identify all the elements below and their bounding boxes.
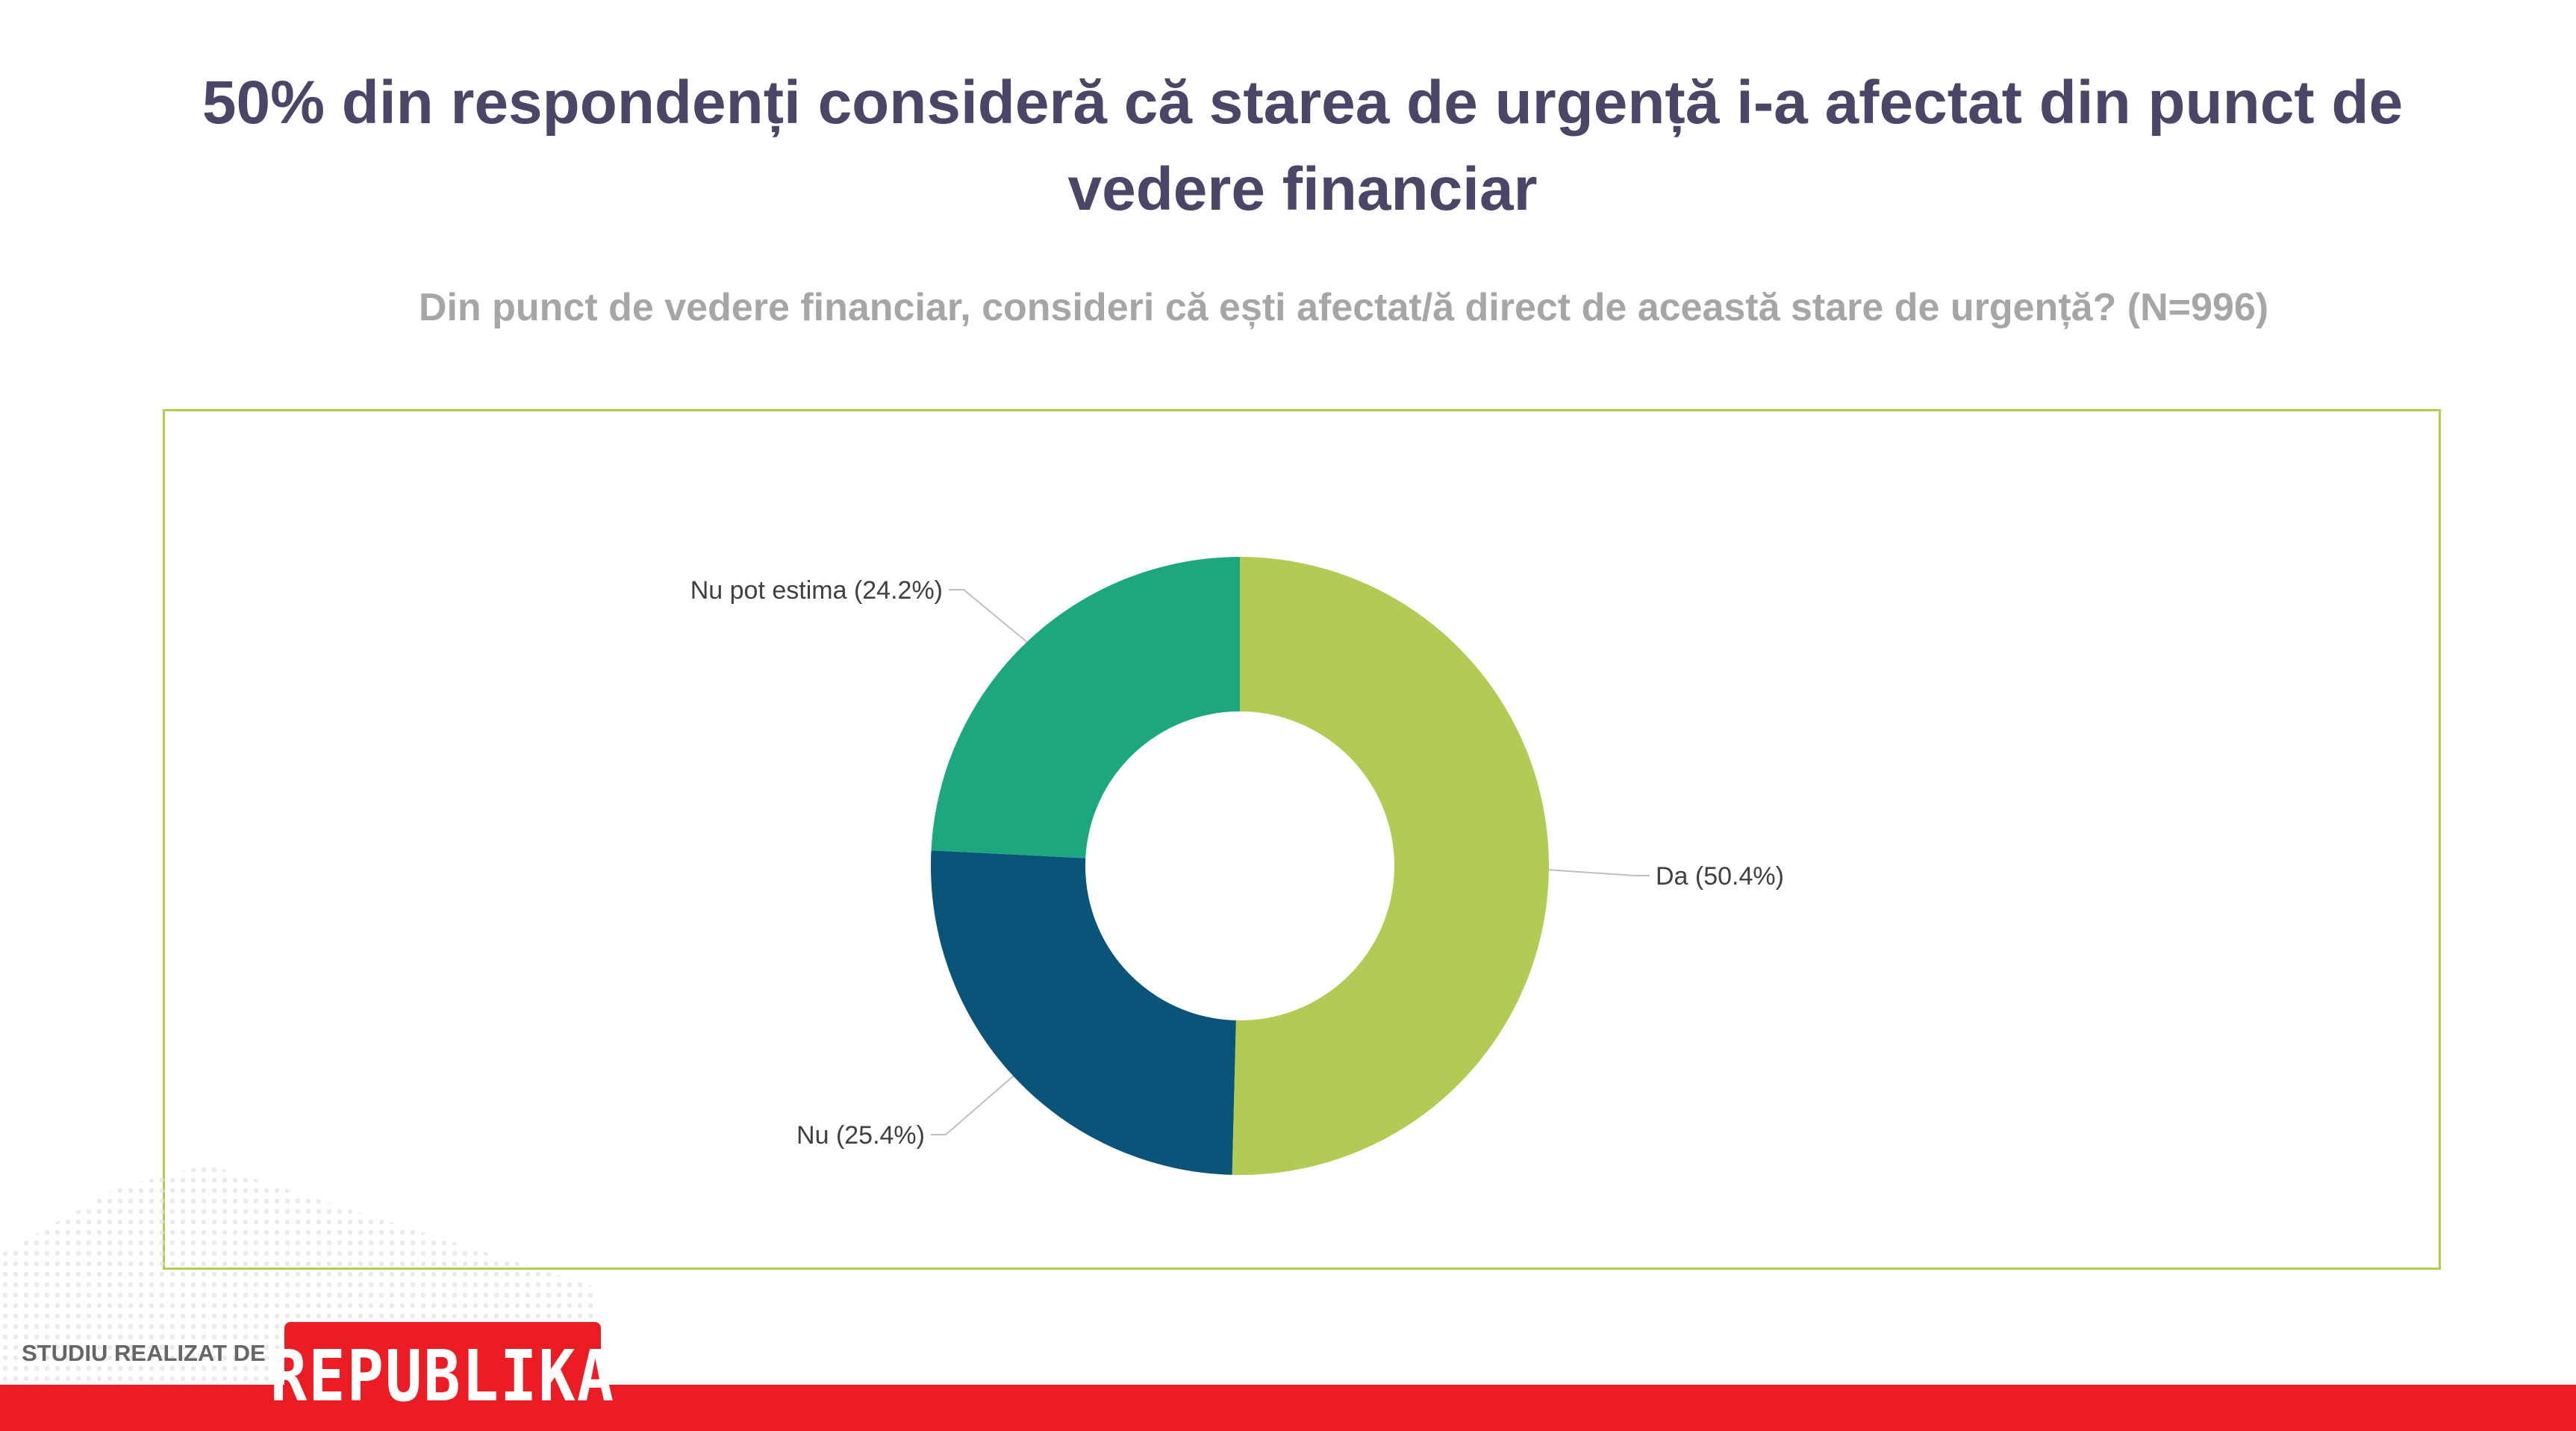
chart-title: 50% din respondenți consideră că starea … [202,69,2404,223]
leader-line [1548,869,1650,876]
slice-nu [931,850,1236,1175]
leader-line [949,589,1028,643]
chart-frame [163,409,2441,1270]
slice-nu-pot-estima [931,557,1240,858]
leader-line [931,1075,1014,1135]
slice-da [1232,557,1550,1176]
data-label: Nu pot estima (24.2%) [690,576,943,605]
republika-logo: REPUBLIKA [270,1322,614,1431]
data-label: Nu (25.4%) [796,1121,925,1150]
data-label: Da (50.4%) [1656,862,1784,891]
study-credit: STUDIU REALIZAT DE [22,1340,266,1366]
logo-text: REPUBLIKA [269,1335,616,1418]
chart-subtitle: Din punct de vedere financiar, consideri… [418,286,2269,329]
